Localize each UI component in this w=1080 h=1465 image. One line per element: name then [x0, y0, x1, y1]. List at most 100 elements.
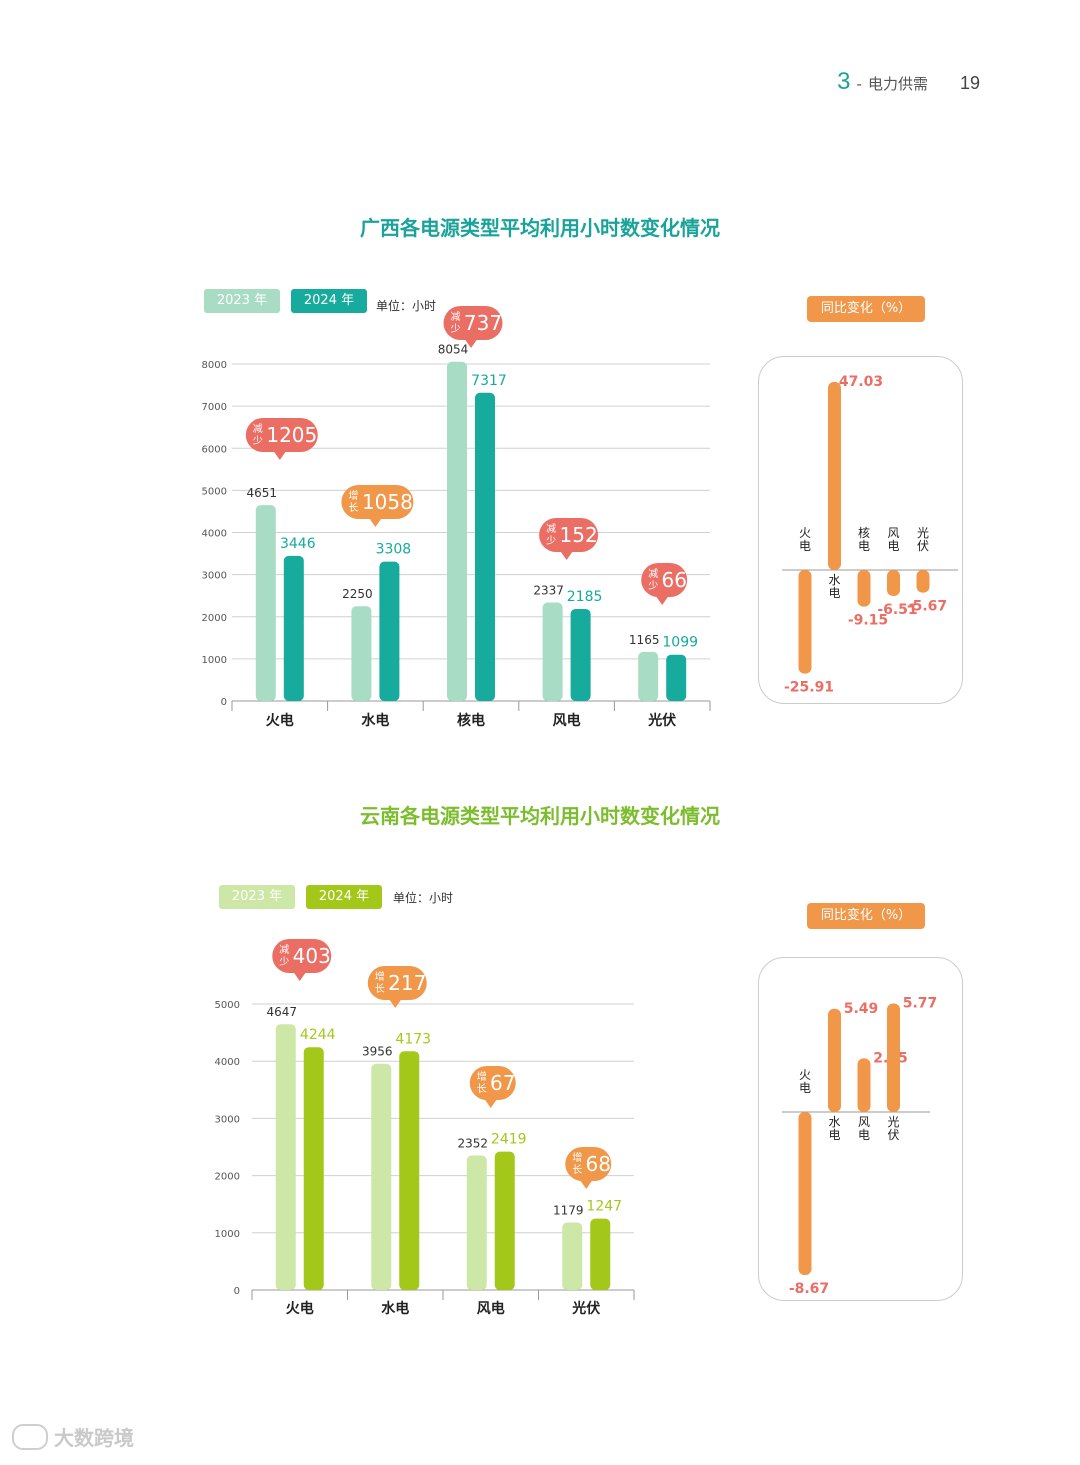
change-callout	[565, 1147, 612, 1181]
change-callout	[367, 966, 427, 1000]
change-kind-char: 长	[348, 502, 358, 514]
y-tick-label: 5000	[215, 1000, 240, 1011]
yoy-panel-yunnan	[758, 957, 963, 1301]
bar-2024	[399, 1051, 420, 1290]
category-label: 光伏	[647, 712, 676, 729]
yoy-value-label: -25.91	[784, 680, 834, 696]
change-kind-char: 减	[648, 568, 658, 580]
data-label-2024: 4244	[300, 1027, 336, 1043]
category-label: 风电	[477, 1300, 505, 1317]
change-kind-char: 长	[572, 1164, 582, 1176]
yoy-label-yunnan: 同比变化（%）	[807, 903, 925, 929]
legend-2023-guangxi: 2023 年	[204, 289, 280, 313]
yoy-category-label: 电	[858, 1128, 870, 1142]
change-callout-pointer	[655, 595, 670, 605]
yoy-category-label: 风	[887, 526, 899, 540]
change-callout	[539, 518, 599, 552]
yoy-value-label: -5.67	[907, 599, 947, 615]
yoy-value-label: -9.15	[848, 613, 888, 629]
change-value: 68	[586, 1152, 611, 1176]
category-label: 水电	[361, 712, 389, 729]
data-label-2023: 1165	[629, 633, 660, 647]
category-label: 核电	[457, 712, 485, 729]
change-callout-pointer	[368, 517, 383, 527]
yoy-panel-guangxi	[758, 356, 963, 704]
change-kind-char: 减	[546, 523, 556, 535]
change-kind-char: 减	[253, 423, 263, 435]
category-label: 风电	[553, 712, 581, 729]
change-kind-char: 少	[546, 535, 556, 547]
yoy-category-label: 风	[858, 1115, 870, 1129]
yoy-bar	[857, 570, 871, 607]
change-kind-char: 少	[279, 956, 289, 968]
yoy-category-label: 电	[828, 586, 840, 600]
yoy-category-label: 光	[887, 1115, 899, 1129]
legend-2023-yunnan: 2023 年	[219, 885, 295, 909]
y-tick-label: 2000	[202, 613, 227, 624]
yoy-bar	[798, 1112, 812, 1275]
category-label: 火电	[266, 712, 294, 729]
y-tick-label: 7000	[202, 402, 227, 413]
data-label-2023: 1179	[553, 1204, 584, 1218]
bar-2023	[638, 651, 659, 701]
data-label-2023: 4651	[247, 486, 278, 500]
yoy-category-label: 伏	[917, 539, 929, 553]
data-label-2024: 2185	[567, 589, 603, 605]
change-callout-pointer	[272, 450, 287, 460]
bar-2024	[570, 608, 591, 701]
yoy-value-label: -8.67	[789, 1281, 829, 1297]
change-value: 67	[490, 1071, 515, 1095]
data-label-2024: 2419	[491, 1132, 527, 1148]
watermark-logo-icon	[12, 1423, 48, 1450]
page-number: 19	[959, 73, 980, 93]
section-number: 3	[837, 68, 851, 95]
yoy-value-label: 5.49	[844, 1001, 879, 1017]
change-callout	[641, 563, 688, 597]
y-tick-label: 4000	[215, 1057, 240, 1068]
data-label-2024: 3308	[376, 542, 412, 558]
yoy-category-label: 光	[917, 526, 929, 540]
change-callout-pointer	[559, 550, 574, 560]
yoy-bar	[828, 381, 841, 570]
yoy-value-label: -6.51	[877, 602, 917, 618]
section-title: 电力供需	[867, 75, 928, 93]
bar-2024	[590, 1218, 611, 1290]
change-callout	[469, 1066, 516, 1100]
change-callout-pointer	[388, 998, 403, 1008]
category-label: 光伏	[571, 1300, 600, 1317]
yoy-value-label: 47.03	[839, 374, 883, 390]
data-label-2023: 3956	[362, 1045, 393, 1059]
yoy-bar	[828, 1008, 841, 1112]
yoy-bar	[798, 570, 812, 674]
data-label-2024: 3446	[280, 536, 316, 552]
change-callout-pointer	[292, 971, 307, 981]
yunnan-chart-title: 云南各电源类型平均利用小时数变化情况	[360, 804, 720, 828]
change-kind-char: 少	[253, 435, 263, 447]
data-label-2023: 2250	[342, 587, 373, 601]
change-callout-pointer	[464, 338, 478, 348]
page-header: 3 - 电力供需 19	[837, 68, 980, 96]
watermark-text: 大数跨境	[54, 1426, 134, 1450]
data-label-2023: 8054	[438, 343, 469, 357]
unit-label-guangxi: 单位：小时	[376, 299, 437, 313]
y-tick-label: 2000	[215, 1172, 240, 1183]
yoy-category-label: 电	[828, 1128, 840, 1142]
bar-2023	[275, 1024, 296, 1290]
yoy-category-label: 电	[799, 539, 811, 553]
change-callout-pointer	[483, 1098, 498, 1108]
bar-2024	[283, 555, 304, 701]
yoy-category-label: 火	[799, 526, 811, 540]
yoy-category-label: 水	[828, 573, 840, 587]
change-value: 403	[293, 944, 331, 968]
bar-2024	[475, 392, 495, 701]
change-kind-char: 少	[451, 323, 461, 335]
change-value: 152	[560, 523, 598, 547]
bar-2023	[447, 361, 467, 701]
yoy-bar	[887, 570, 900, 597]
bar-2023	[255, 505, 276, 701]
y-tick-label: 0	[221, 697, 227, 708]
change-kind-char: 长	[477, 1083, 487, 1095]
bar-2023	[371, 1063, 392, 1290]
change-callout	[272, 939, 332, 973]
